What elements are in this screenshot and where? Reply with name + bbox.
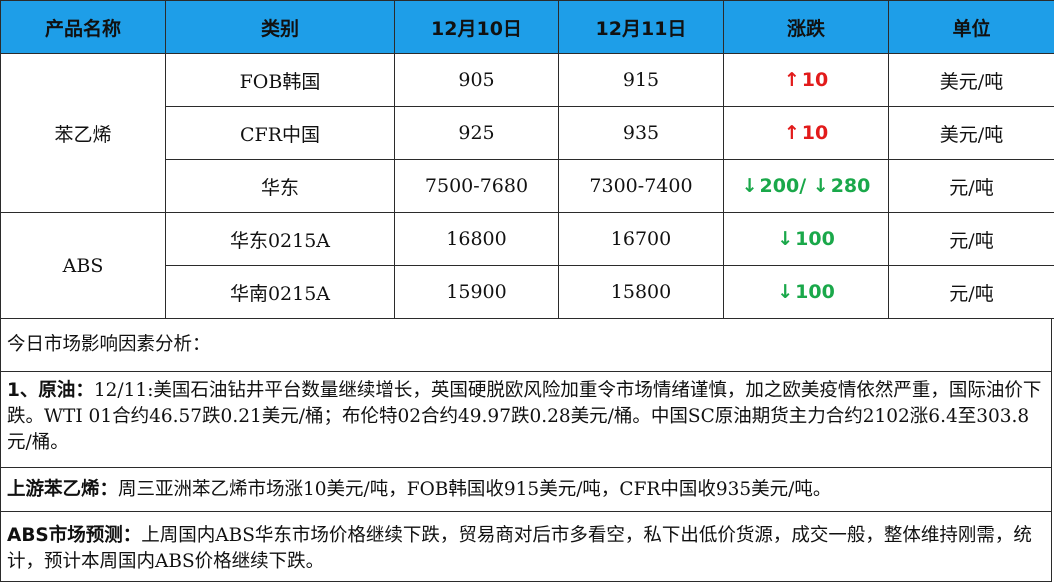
price-dec10-cell: 7500-7680 (394, 159, 559, 213)
change-value: 280 (830, 175, 871, 197)
unit-cell: 美元/吨 (888, 53, 1054, 107)
price-table: 产品名称 类别 12月10日 12月11日 涨跌 单位 苯乙烯 FOB韩国 90… (0, 0, 1054, 319)
header-dec10: 12月10日 (394, 0, 559, 54)
change-value: 10 (801, 69, 829, 91)
category-cell: FOB韩国 (165, 53, 395, 107)
header-unit: 单位 (888, 0, 1054, 54)
price-dec10-cell: 15900 (394, 265, 559, 319)
arrow-up-icon: ↑ (783, 122, 800, 144)
header-category: 类别 (165, 0, 395, 54)
styrene-text: 周三亚洲苯乙烯市场涨10美元/吨，FOB韩国收915美元/吨，CFR中国收935… (118, 478, 832, 500)
product-cell-abs: ABS (0, 212, 166, 319)
header-product: 产品名称 (0, 0, 166, 54)
change-cell: ↑ 10 (723, 53, 889, 107)
category-cell: CFR中国 (165, 106, 395, 160)
arrow-down-icon: ↓ (777, 228, 794, 250)
change-value: 100 (795, 281, 835, 303)
analysis-title: 今日市场影响因素分析： (0, 319, 1052, 372)
category-cell: 华东 (165, 159, 395, 213)
change-cell: ↑ 10 (723, 106, 889, 160)
unit-cell: 元/吨 (888, 212, 1054, 266)
price-dec10-cell: 16800 (394, 212, 559, 266)
abs-forecast-paragraph: ABS市场预测：上周国内ABS华东市场价格继续下跌，贸易商对后市多看空，私下出低… (0, 512, 1052, 582)
change-value: 200/ (759, 175, 807, 197)
arrow-up-icon: ↑ (783, 69, 800, 91)
arrow-down-icon: ↓ (777, 281, 794, 303)
crude-oil-text: 12/11:美国石油钻井平台数量继续增长，英国硬脱欧风险加重令市场情绪谨慎，加之… (7, 380, 1042, 453)
change-cell: ↓ 100 (723, 212, 889, 266)
unit-cell: 元/吨 (888, 159, 1054, 213)
header-dec11: 12月11日 (558, 0, 724, 54)
analysis-title-text: 今日市场影响因素分析： (7, 334, 211, 355)
price-dec10-cell: 905 (394, 53, 559, 107)
table-row: ABS 华东0215A 16800 16700 ↓ 100 元/吨 (0, 212, 1054, 319)
table-row: 华南0215A 15900 15800 ↓ 100 元/吨 (1, 265, 1054, 319)
price-dec11-cell: 15800 (558, 265, 724, 319)
abs-forecast-lead: ABS市场预测： (7, 525, 142, 546)
arrow-down-icon: ↓ (741, 175, 758, 197)
styrene-paragraph: 上游苯乙烯：周三亚洲苯乙烯市场涨10美元/吨，FOB韩国收915美元/吨，CFR… (0, 468, 1052, 512)
unit-cell: 美元/吨 (888, 106, 1054, 160)
price-dec11-cell: 16700 (558, 212, 724, 266)
category-cell: 华东0215A (165, 212, 395, 266)
change-value: 10 (801, 122, 829, 144)
table-row: CFR中国 925 935 ↑ 10 美元/吨 (1, 106, 1054, 160)
product-cell-styrene: 苯乙烯 (0, 53, 166, 213)
abs-forecast-text: 上周国内ABS华东市场价格继续下跌，贸易商对后市多看空，私下出低价货源，成交一般… (7, 525, 1032, 572)
price-dec11-cell: 7300-7400 (558, 159, 724, 213)
price-dec10-cell: 925 (394, 106, 559, 160)
table-header-row: 产品名称 类别 12月10日 12月11日 涨跌 单位 (0, 0, 1054, 54)
table-row: 苯乙烯 FOB韩国 905 915 ↑ 10 美元/吨 (0, 53, 1054, 213)
crude-oil-paragraph: 1、原油：12/11:美国石油钻井平台数量继续增长，英国硬脱欧风险加重令市场情绪… (0, 372, 1052, 468)
crude-oil-lead: 1、原油： (7, 380, 94, 401)
price-dec11-cell: 915 (558, 53, 724, 107)
change-value: 100 (795, 228, 835, 250)
change-cell: ↓ 100 (723, 265, 889, 319)
styrene-lead: 上游苯乙烯： (7, 478, 119, 500)
header-change: 涨跌 (723, 0, 889, 54)
change-cell: ↓ 200/ ↓ 280 (723, 159, 889, 213)
arrow-down-icon: ↓ (812, 175, 829, 197)
price-dec11-cell: 935 (558, 106, 724, 160)
unit-cell: 元/吨 (888, 265, 1054, 319)
table-row: 华东 7500-7680 7300-7400 ↓ 200/ ↓ 280 元/吨 (1, 159, 1054, 213)
category-cell: 华南0215A (165, 265, 395, 319)
